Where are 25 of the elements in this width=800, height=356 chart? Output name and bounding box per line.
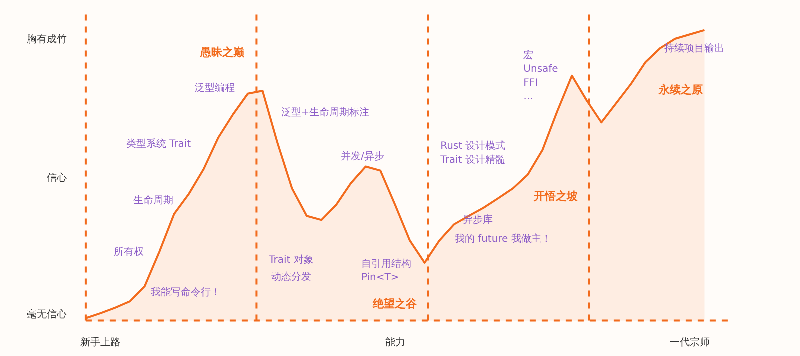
text: 胸有成竹 (26, 34, 67, 46)
annotation: 愚昧之巅 (199, 46, 246, 59)
annotation: 我能写命令行！ (150, 286, 221, 299)
annotation: 宏 Unsafe FFI … (524, 49, 558, 103)
annotation: 动态分发 (272, 271, 312, 284)
annotation: 生命周期 (134, 194, 174, 206)
annotation: Rust 设计模式 Trait 设计精髓 (440, 140, 506, 166)
x-tick-label: 能力 (385, 336, 406, 348)
annotation: 我的 future 我做主！ (454, 232, 552, 245)
annotation: 异步库 (463, 214, 494, 226)
text: 信心 (46, 172, 67, 184)
annotation: 泛型+生命周期标注 (281, 106, 370, 118)
annotation: 持续项目输出 (664, 42, 724, 54)
x-tick-label: 一代宗师 (670, 336, 710, 348)
annotation: 并发/异步 (340, 150, 384, 162)
annotation: 开悟之坡 (532, 190, 579, 203)
annotation: 绝望之谷 (372, 298, 418, 311)
annotation: 自引用结构 Pin<T> (361, 258, 412, 284)
annotation: 泛型编程 (195, 82, 236, 94)
text: 毫无信心 (26, 308, 67, 321)
annotation: Trait 对象 (268, 254, 314, 266)
x-tick-label: 新手上路 (80, 336, 121, 348)
annotation: 所有权 (114, 246, 144, 258)
annotation: 永续之原 (658, 83, 704, 96)
annotation: 类型系统 Trait (126, 138, 192, 150)
